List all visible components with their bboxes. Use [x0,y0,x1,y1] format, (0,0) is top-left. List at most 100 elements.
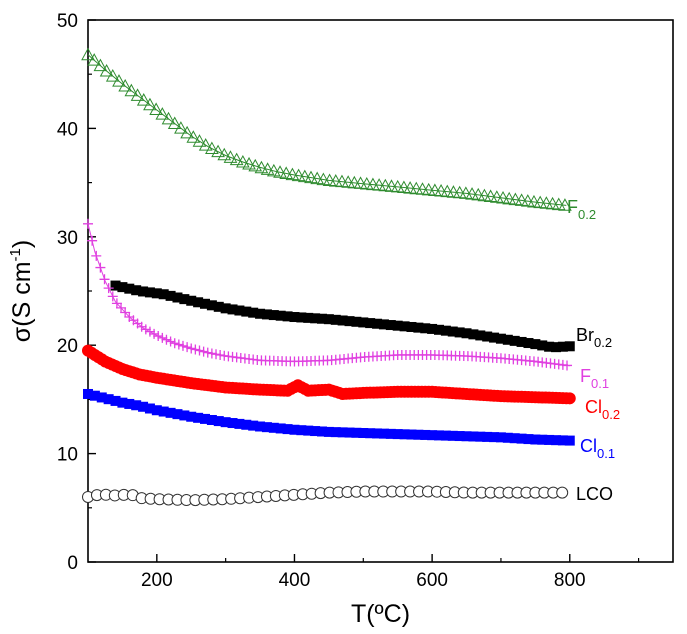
data-point [406,429,417,440]
data-point [468,431,479,442]
data-point [193,412,204,423]
data-point [471,187,486,201]
data-point [330,427,341,438]
series-label: LCO [576,484,613,504]
data-point [87,235,98,246]
data-point [254,160,269,174]
data-point [482,431,493,442]
data-point [138,401,149,412]
data-point [365,318,376,329]
series-label: F0.1 [580,366,609,391]
data-point [255,308,266,319]
data-point [111,298,122,309]
data-point [172,292,183,303]
x-tick-label: 400 [279,570,311,591]
data-point [107,291,118,302]
data-point [310,313,321,324]
data-point [198,138,213,151]
series-label: Cl0.1 [580,436,615,461]
data-point [215,349,226,360]
data-point [206,348,217,359]
data-point [523,434,534,445]
y-axis-title-close: ) [8,240,36,248]
y-tick-label: 40 [57,119,78,140]
data-point [537,434,548,445]
data-point [157,332,168,343]
data-point [483,189,498,202]
data-point [530,434,541,445]
data-point [200,413,210,424]
data-point [227,304,238,315]
data-point [520,194,535,207]
data-point [193,297,204,308]
data-point [385,320,396,331]
data-point [198,346,209,357]
data-point [261,422,272,433]
data-point [248,307,259,318]
data-point [140,324,151,335]
data-point [358,428,369,439]
data-point [130,88,145,101]
data-point [420,323,431,334]
data-point [303,425,314,436]
data-point [502,191,517,205]
series-label-main: LCO [576,484,613,504]
series-cl0-1 [83,388,575,446]
y-tick-label: 50 [57,11,78,32]
data-point [194,345,205,356]
data-point [165,336,176,347]
data-point [440,325,451,336]
data-point [87,53,102,66]
data-point [149,102,163,115]
data-point [124,398,135,409]
data-point [153,331,164,342]
data-point [151,405,162,416]
data-point [220,303,231,314]
data-point [202,347,213,358]
data-point [241,306,252,317]
data-point [544,341,555,352]
data-point [508,192,523,206]
data-point [563,392,576,405]
data-point [468,329,479,340]
data-point [358,317,369,328]
series-br0-2 [110,280,575,353]
data-point [392,429,403,440]
data-point [213,416,224,427]
data-point [323,426,334,437]
data-point [83,388,93,399]
data-point [116,302,127,313]
data-point [289,312,300,323]
data-point [211,349,222,360]
data-point [310,426,321,437]
data-point [158,289,169,300]
data-point [144,287,155,298]
data-point [291,168,306,182]
data-point [172,409,183,420]
data-point [385,428,396,439]
data-point [120,307,131,318]
y-axis-title: σ(S cm-1) [7,240,36,342]
data-point [110,280,121,291]
data-point [165,407,176,418]
data-point [495,432,506,443]
data-point [557,435,568,446]
data-point [495,333,506,344]
data-point [282,311,293,322]
data-point [124,83,139,97]
data-point [186,343,197,354]
data-point [482,331,493,342]
data-point [248,420,259,431]
data-point [477,188,492,202]
data-point [131,285,142,296]
y-tick-label: 10 [57,445,78,466]
data-point [317,426,327,437]
data-point [297,169,312,183]
data-point [117,397,128,408]
data-point [296,425,307,436]
data-point [502,334,513,345]
data-point [434,324,444,335]
x-axis-title: T(ºC) [351,600,410,628]
data-point [165,290,176,301]
data-point [118,78,133,92]
